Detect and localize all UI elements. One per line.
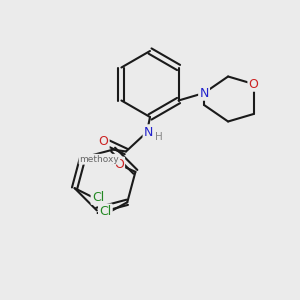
Text: Cl: Cl	[99, 205, 112, 218]
Text: N: N	[144, 125, 153, 139]
Text: O: O	[99, 134, 108, 148]
Text: O: O	[114, 158, 124, 171]
Text: methoxy: methoxy	[80, 155, 119, 164]
Text: Cl: Cl	[92, 191, 104, 204]
Text: O: O	[249, 77, 259, 91]
Text: H: H	[154, 131, 162, 142]
Text: N: N	[200, 86, 209, 100]
